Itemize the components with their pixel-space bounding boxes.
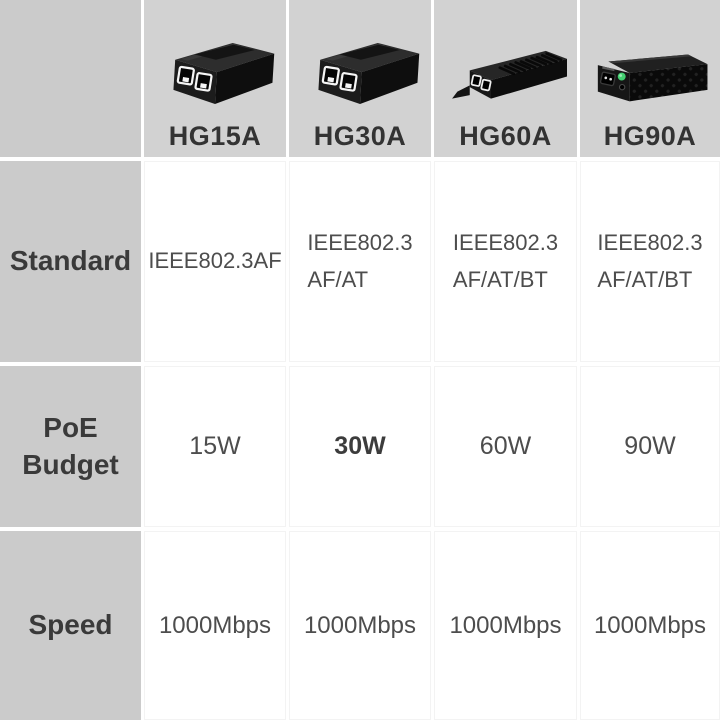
standard-cell-hg15a: IEEE802.3AF <box>144 161 286 362</box>
speed-value: 1000Mbps <box>158 611 272 639</box>
speed-cell-hg90a: 1000Mbps <box>580 531 720 720</box>
product-image-hg90a <box>597 54 708 102</box>
product-column-hg15a: HG15A <box>144 0 286 157</box>
poe-budget-value: 60W <box>479 432 532 460</box>
poe-budget-cell-hg15a: 15W <box>144 366 286 527</box>
product-image-hg15a <box>173 42 275 104</box>
poe-budget-cell-hg90a: 90W <box>580 366 720 527</box>
product-column-hg30a: HG30A <box>289 0 431 157</box>
product-name-hg60a: HG60A <box>459 121 552 151</box>
standard-value: IEEE802.3 AF/AT/BT <box>597 230 703 292</box>
speed-cell-hg30a: 1000Mbps <box>289 531 431 720</box>
corner-cell <box>0 0 141 157</box>
row-label-standard: Standard <box>0 161 141 362</box>
speed-value: 1000Mbps <box>449 611 562 639</box>
speed-value: 1000Mbps <box>303 611 417 639</box>
standard-value: IEEE802.3 AF/AT/BT <box>452 230 559 292</box>
standard-value: IEEE802.3AF <box>148 248 282 274</box>
speed-value: 1000Mbps <box>593 611 707 639</box>
product-column-hg90a: HG90A <box>580 0 720 157</box>
poe-budget-value: 30W <box>334 432 386 460</box>
product-name-hg30a: HG30A <box>313 121 407 151</box>
row-label-speed: Speed <box>0 531 141 720</box>
standard-cell-hg30a: IEEE802.3 AF/AT <box>289 161 431 362</box>
standard-value: IEEE802.3 AF/AT <box>307 230 413 292</box>
product-image-hg30a <box>318 42 420 104</box>
speed-cell-hg15a: 1000Mbps <box>144 531 286 720</box>
standard-cell-hg90a: IEEE802.3 AF/AT/BT <box>580 161 720 362</box>
poe-budget-cell-hg30a: 30W <box>289 366 431 527</box>
speed-cell-hg60a: 1000Mbps <box>434 531 577 720</box>
standard-cell-hg60a: IEEE802.3 AF/AT/BT <box>434 161 577 362</box>
poe-budget-value: 90W <box>624 432 676 460</box>
product-name-hg90a: HG90A <box>603 121 697 151</box>
product-image-hg60a <box>451 50 567 99</box>
row-label-poe-budget: PoE Budget <box>0 366 141 527</box>
poe-budget-value: 15W <box>189 432 241 460</box>
product-column-hg60a: HG60A <box>434 0 577 157</box>
product-name-hg15a: HG15A <box>168 121 262 151</box>
poe-budget-cell-hg60a: 60W <box>434 366 577 527</box>
